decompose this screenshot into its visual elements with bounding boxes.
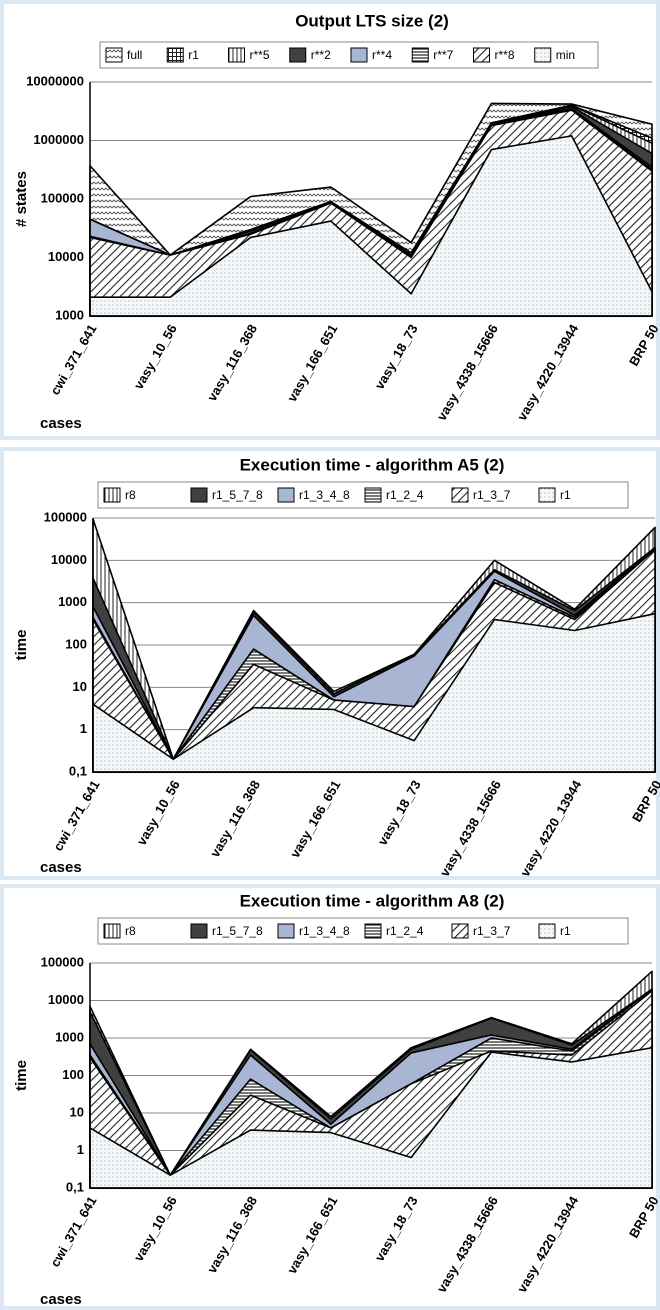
- x-axis-label: cases: [40, 859, 82, 876]
- legend-swatch: [538, 487, 556, 503]
- legend-swatch: [451, 487, 469, 503]
- y-tick-label: 10: [73, 679, 87, 694]
- legend-swatch: [364, 923, 382, 939]
- chart-title: Execution time - algorithm A8 (2): [240, 891, 505, 910]
- y-axis-label: time: [13, 630, 30, 661]
- y-axis-label: # states: [13, 171, 30, 227]
- legend-label: r**5: [250, 48, 270, 62]
- y-tick-label: 0,1: [69, 763, 87, 778]
- y-tick-label: 100: [62, 1067, 84, 1082]
- legend-label: r**4: [372, 48, 392, 62]
- y-tick-label: 100000: [41, 954, 84, 969]
- y-tick-label: 1000: [58, 594, 87, 609]
- y-tick-label: 1000000: [33, 132, 84, 147]
- legend-swatch: [190, 487, 208, 503]
- legend-label: r**7: [433, 48, 453, 62]
- legend-swatch: [277, 487, 295, 503]
- legend-label: r1: [560, 488, 571, 502]
- legend-label: r**8: [495, 48, 515, 62]
- y-tick-label: 10: [70, 1104, 84, 1119]
- legend-swatch: [538, 923, 556, 939]
- legend-label: r1_3_7: [473, 488, 511, 502]
- legend-swatch: [350, 47, 368, 63]
- legend-label: r1: [560, 924, 571, 938]
- legend-swatch: [103, 923, 121, 939]
- legend-label: r1_2_4: [386, 924, 424, 938]
- legend-swatch: [105, 47, 123, 63]
- y-tick-label: 1: [80, 721, 87, 736]
- area: [89, 135, 653, 317]
- legend-label: full: [127, 48, 142, 62]
- chart-title: Output LTS size (2): [295, 11, 449, 30]
- y-tick-label: 0,1: [66, 1179, 84, 1194]
- legend-swatch: [411, 47, 429, 63]
- legend-swatch: [289, 47, 307, 63]
- legend-label: min: [556, 48, 575, 62]
- legend-label: r1_3_4_8: [299, 924, 350, 938]
- x-axis-label: cases: [40, 1291, 82, 1308]
- y-tick-label: 1000: [55, 307, 84, 322]
- y-tick-label: 100: [65, 636, 87, 651]
- legend-swatch: [190, 923, 208, 939]
- legend-swatch: [364, 487, 382, 503]
- legend-label: r1_3_4_8: [299, 488, 350, 502]
- legend-swatch: [451, 923, 469, 939]
- area: [92, 612, 656, 773]
- y-tick-label: 1000: [55, 1029, 84, 1044]
- y-tick-label: 10000: [48, 992, 84, 1007]
- y-tick-label: 1: [77, 1142, 84, 1157]
- legend-label: r1: [188, 48, 199, 62]
- legend-label: r8: [125, 488, 136, 502]
- area: [89, 1046, 653, 1189]
- legend-label: r1_3_7: [473, 924, 511, 938]
- y-tick-label: 100000: [41, 190, 84, 205]
- legend-swatch: [473, 47, 490, 63]
- legend-swatch: [277, 923, 295, 939]
- y-tick-label: 10000: [51, 552, 87, 567]
- legend-swatch: [103, 487, 121, 503]
- legend-swatch: [228, 47, 245, 63]
- legend-label: r8: [125, 924, 136, 938]
- legend-label: r1_5_7_8: [212, 488, 263, 502]
- legend-label: r1_5_7_8: [212, 924, 263, 938]
- y-tick-label: 10000: [48, 249, 84, 264]
- y-tick-label: 10000000: [26, 73, 84, 88]
- legend-swatch: [166, 47, 184, 63]
- chart-title: Execution time - algorithm A5 (2): [240, 455, 505, 474]
- y-axis-label: time: [13, 1060, 30, 1091]
- legend-label: r1_2_4: [386, 488, 424, 502]
- x-axis-label: cases: [40, 415, 82, 432]
- legend-label: r**2: [311, 48, 331, 62]
- legend-swatch: [534, 47, 552, 63]
- y-tick-label: 100000: [44, 509, 87, 524]
